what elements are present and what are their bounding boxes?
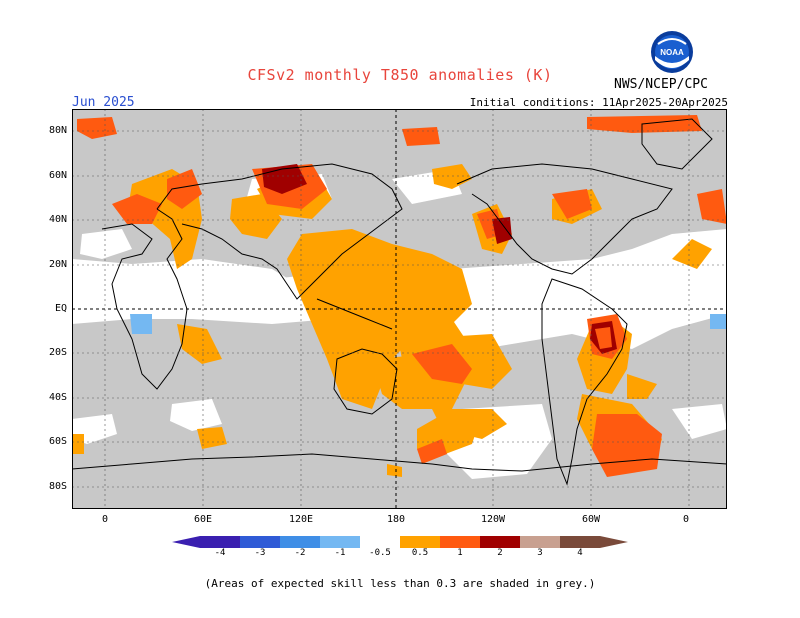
lat-label: 60S: [48, 436, 67, 447]
colorbar-label: -0.5: [369, 548, 391, 558]
colorbar-label: 2: [497, 548, 503, 558]
lon-label: 0: [101, 514, 109, 525]
initial-conditions: Initial conditions: 11Apr2025-20Apr2025: [469, 96, 728, 109]
anomaly-blue-regions: [130, 314, 727, 334]
colorbar-label: -2: [294, 548, 306, 558]
skill-footnote: (Areas of expected skill less than 0.3 a…: [204, 577, 596, 590]
agency-label: NWS/NCEP/CPC: [614, 77, 708, 92]
map-border: [72, 109, 727, 509]
lat-label: 80S: [48, 481, 67, 492]
colorbar-label: 3: [537, 548, 543, 558]
lat-label: 20N: [48, 259, 67, 270]
lon-label: 60W: [581, 514, 601, 525]
logo-text: NOAA: [660, 48, 684, 57]
noaa-logo: NOAA: [651, 31, 693, 73]
lon-label: 120W: [480, 514, 506, 525]
lat-label: 20S: [48, 347, 67, 358]
lat-label: 40S: [48, 392, 67, 403]
lat-label: 60N: [48, 170, 67, 181]
chart-title: CFSv2 monthly T850 anomalies (K): [247, 66, 553, 84]
colorbar-label: 4: [577, 548, 583, 558]
colorbar-label: 1: [457, 548, 463, 558]
colorbar-high-arrow: [600, 536, 628, 548]
colorbar-label: -3: [254, 548, 266, 558]
lat-label: 40N: [48, 214, 67, 225]
forecast-month: Jun 2025: [72, 95, 135, 110]
colorbar-label: 0.5: [411, 548, 429, 558]
anomaly-map: [72, 109, 727, 509]
reference-lines: [72, 109, 727, 509]
colorbar-label: -1: [334, 548, 346, 558]
lon-label: 60E: [193, 514, 213, 525]
lon-label: 120E: [288, 514, 314, 525]
lon-label: 180: [386, 514, 406, 525]
anomaly-inner-region: [595, 327, 612, 349]
lon-label: 0: [682, 514, 690, 525]
lat-label: EQ: [54, 303, 67, 314]
coastlines: [72, 118, 727, 486]
colorbar: [172, 536, 628, 548]
colorbar-low-arrow: [172, 536, 200, 548]
lat-label: 80N: [48, 125, 67, 136]
colorbar-label: -4: [214, 548, 226, 558]
